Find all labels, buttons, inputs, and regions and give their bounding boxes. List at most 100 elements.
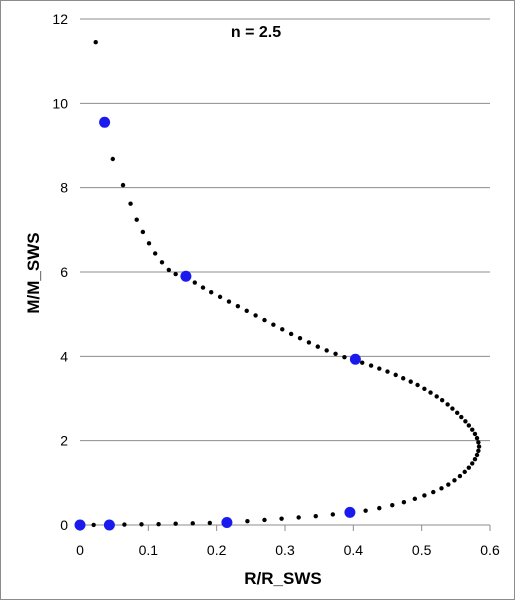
highlight-point — [74, 519, 86, 531]
data-points — [74, 39, 482, 531]
data-point — [288, 331, 294, 337]
data-point — [363, 508, 368, 513]
data-point — [128, 201, 133, 206]
data-point — [333, 351, 338, 357]
data-point — [110, 156, 116, 162]
data-point — [209, 290, 214, 295]
data-point — [474, 452, 480, 458]
data-point — [166, 267, 172, 273]
x-tick-label: 0.4 — [344, 542, 364, 558]
data-point — [470, 461, 475, 466]
highlight-point — [349, 353, 361, 365]
x-axis-title: R/R_SWS — [244, 569, 321, 588]
x-tick-label: 0 — [76, 542, 84, 558]
data-point — [428, 390, 433, 395]
data-point — [459, 414, 464, 420]
data-point — [173, 271, 178, 277]
data-point — [324, 348, 329, 353]
data-point — [474, 435, 480, 441]
data-point — [422, 386, 427, 392]
data-point — [446, 482, 451, 487]
data-point — [262, 317, 267, 323]
data-point — [313, 513, 318, 519]
data-point — [146, 241, 152, 246]
tick-labels: 0 2 4 6 8 10 12 0 0.1 0.2 0.3 0.4 0.5 0.6 — [52, 11, 500, 558]
y-tick-label: 8 — [60, 180, 68, 196]
data-point — [401, 500, 407, 505]
data-point — [422, 493, 427, 498]
data-point — [200, 285, 206, 290]
data-point — [377, 505, 382, 511]
data-point — [190, 521, 195, 526]
data-point — [412, 496, 418, 502]
data-point — [207, 520, 213, 526]
data-point — [245, 519, 250, 524]
data-point — [280, 327, 285, 332]
data-point — [315, 344, 320, 349]
data-point — [217, 294, 223, 300]
data-point — [360, 360, 365, 365]
data-point — [140, 229, 146, 235]
data-point — [226, 299, 232, 304]
data-point — [342, 354, 347, 360]
y-tick-label: 6 — [60, 264, 68, 280]
data-point — [253, 313, 258, 318]
data-point — [385, 369, 390, 374]
data-point — [439, 486, 444, 491]
data-point — [279, 516, 284, 521]
data-point — [297, 336, 303, 341]
data-point — [377, 366, 382, 371]
data-point — [476, 440, 481, 445]
data-point — [452, 478, 457, 483]
data-point — [156, 521, 161, 527]
x-tick-label: 0.3 — [275, 542, 295, 558]
data-point — [470, 427, 475, 432]
data-point — [463, 419, 468, 424]
data-point — [439, 397, 445, 403]
data-point — [244, 308, 249, 313]
highlight-point — [103, 519, 115, 531]
x-tick-label: 0.5 — [412, 542, 432, 558]
data-point — [306, 340, 312, 345]
highlight-point — [344, 506, 356, 518]
data-point — [462, 469, 467, 475]
data-point — [466, 423, 472, 428]
data-point — [330, 512, 336, 517]
data-point — [368, 363, 374, 368]
data-point — [134, 217, 139, 222]
data-point — [457, 473, 463, 479]
data-point — [159, 260, 165, 265]
y-tick-label: 10 — [52, 95, 68, 111]
data-point — [431, 489, 436, 495]
data-point — [152, 251, 158, 256]
data-point — [476, 448, 481, 453]
chart-annotation: n = 2.5 — [231, 24, 281, 41]
data-point — [120, 182, 126, 188]
data-point — [393, 372, 398, 378]
data-point — [472, 431, 478, 437]
y-tick-label: 2 — [60, 433, 68, 449]
data-point — [415, 382, 420, 388]
data-point — [122, 522, 127, 527]
data-point — [450, 406, 455, 411]
data-point — [271, 322, 276, 327]
data-point — [472, 457, 478, 462]
gridlines — [80, 18, 490, 442]
axes — [79, 524, 491, 531]
data-point — [390, 502, 395, 508]
data-point — [408, 379, 413, 384]
x-tick-label: 0.6 — [480, 542, 500, 558]
data-point — [296, 515, 301, 520]
highlight-point — [99, 116, 111, 128]
data-point — [91, 522, 96, 528]
data-point — [192, 280, 197, 285]
data-point — [235, 303, 241, 309]
data-point — [262, 517, 267, 523]
data-point — [173, 521, 178, 526]
y-axis-title: M/M_SWS — [24, 232, 43, 313]
highlight-point — [180, 270, 192, 282]
data-point — [466, 465, 472, 470]
data-point — [445, 402, 450, 407]
data-point — [93, 39, 98, 45]
